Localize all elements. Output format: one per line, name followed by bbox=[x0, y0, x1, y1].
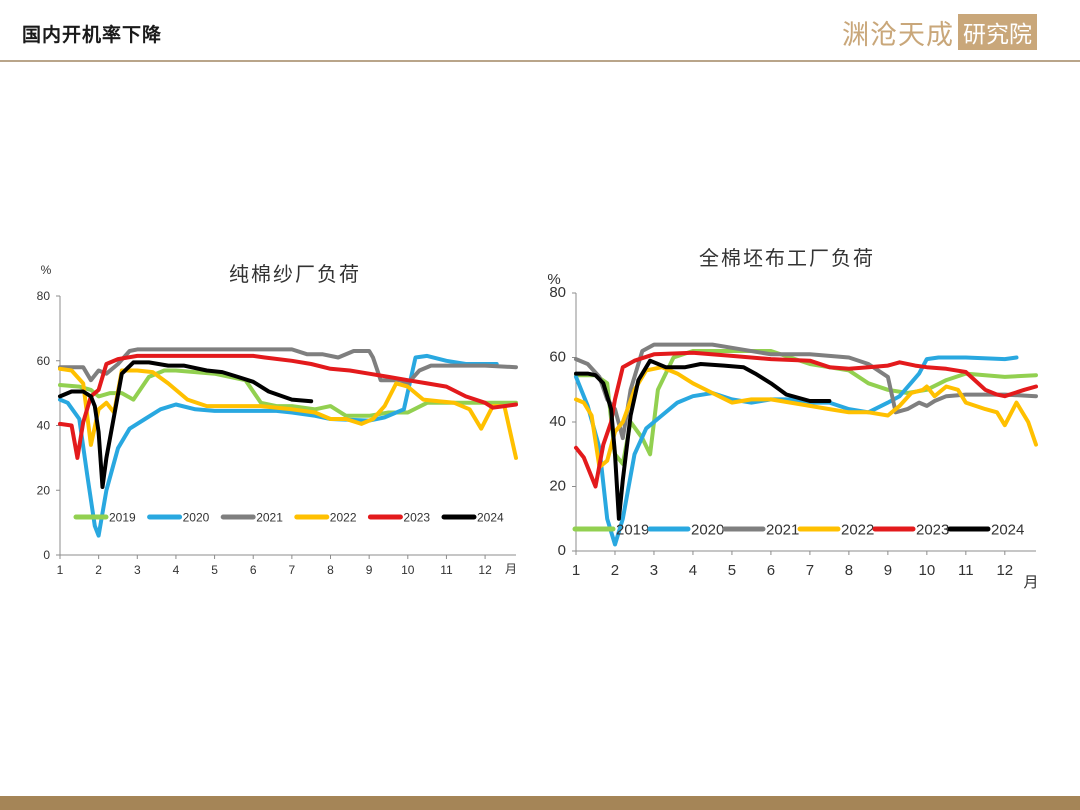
y-tick-label: 40 bbox=[549, 413, 566, 430]
x-tick-label: 8 bbox=[845, 562, 853, 579]
logo-text: 渊沧天成 bbox=[842, 19, 954, 51]
y-axis-unit: % bbox=[41, 263, 52, 277]
legend-label-2022: 2022 bbox=[330, 511, 357, 525]
y-tick-label: 60 bbox=[549, 349, 566, 366]
page-title: 国内开机率下降 bbox=[22, 24, 163, 46]
x-tick-label: 1 bbox=[572, 562, 580, 579]
chart-title: 全棉坯布工厂负荷 bbox=[699, 246, 875, 270]
x-tick-label: 4 bbox=[173, 563, 180, 577]
legend-label-2020: 2020 bbox=[691, 522, 724, 539]
y-tick-label: 80 bbox=[37, 289, 51, 303]
y-tick-label: 80 bbox=[549, 284, 566, 301]
x-tick-label: 4 bbox=[689, 562, 697, 579]
legend-label-2019: 2019 bbox=[109, 511, 136, 525]
y-tick-label: 40 bbox=[37, 419, 51, 433]
chart-title: 纯棉纱厂负荷 bbox=[229, 262, 361, 286]
footer-bar bbox=[0, 796, 1080, 810]
logo-box: 研究院 bbox=[958, 14, 1037, 50]
x-tick-label: 8 bbox=[327, 563, 334, 577]
series-line-2024 bbox=[58, 360, 314, 489]
y-tick-label: 20 bbox=[37, 483, 51, 497]
legend-label-2023: 2023 bbox=[403, 511, 430, 525]
y-tick-label: 60 bbox=[37, 354, 51, 368]
legend-label-2024: 2024 bbox=[991, 522, 1024, 539]
x-tick-label: 3 bbox=[650, 562, 658, 579]
x-tick-label: 6 bbox=[767, 562, 775, 579]
legend-label-2021: 2021 bbox=[766, 522, 799, 539]
y-tick-label: 0 bbox=[43, 548, 50, 562]
x-tick-label: 2 bbox=[611, 562, 619, 579]
x-tick-label: 9 bbox=[366, 563, 373, 577]
legend-label-2024: 2024 bbox=[477, 511, 504, 525]
x-tick-label: 7 bbox=[806, 562, 814, 579]
legend-label-2021: 2021 bbox=[256, 511, 283, 525]
x-tick-label: 5 bbox=[211, 563, 218, 577]
series-line-2024 bbox=[574, 358, 832, 521]
x-tick-label: 9 bbox=[884, 562, 892, 579]
series-line-2020 bbox=[574, 355, 1019, 547]
x-tick-label: 11 bbox=[440, 563, 453, 577]
x-tick-label: 5 bbox=[728, 562, 736, 579]
series-line-2020 bbox=[58, 353, 499, 538]
header-divider bbox=[0, 60, 1080, 62]
y-tick-label: 20 bbox=[549, 478, 566, 495]
x-tick-label: 12 bbox=[996, 562, 1013, 579]
x-tick-label: 10 bbox=[919, 562, 936, 579]
series-line-2019 bbox=[58, 368, 518, 418]
legend-label-2020: 2020 bbox=[183, 511, 210, 525]
y-tick-label: 0 bbox=[558, 542, 566, 559]
legend-label-2019: 2019 bbox=[616, 522, 649, 539]
x-tick-label: 6 bbox=[250, 563, 257, 577]
legend-label-2023: 2023 bbox=[916, 522, 949, 539]
series-line-2023 bbox=[58, 353, 518, 460]
series-line-2021 bbox=[58, 347, 518, 386]
x-tick-label: 1 bbox=[57, 563, 64, 577]
x-tick-label: 2 bbox=[95, 563, 102, 577]
series-line-2022 bbox=[58, 366, 518, 460]
x-tick-label: 10 bbox=[401, 563, 415, 577]
x-tick-label: 12 bbox=[478, 563, 492, 577]
x-axis-unit: 月 bbox=[505, 562, 517, 576]
x-tick-label: 11 bbox=[958, 562, 974, 579]
series-line-2022 bbox=[574, 365, 1038, 470]
x-axis-unit: 月 bbox=[1023, 574, 1038, 591]
series-line-2021 bbox=[574, 342, 1038, 441]
y-axis-unit: % bbox=[547, 271, 560, 288]
legend-label-2022: 2022 bbox=[841, 522, 874, 539]
x-tick-label: 7 bbox=[289, 563, 296, 577]
x-tick-label: 3 bbox=[134, 563, 141, 577]
brand-logo: 渊沧天成 研究院 bbox=[842, 12, 1060, 52]
